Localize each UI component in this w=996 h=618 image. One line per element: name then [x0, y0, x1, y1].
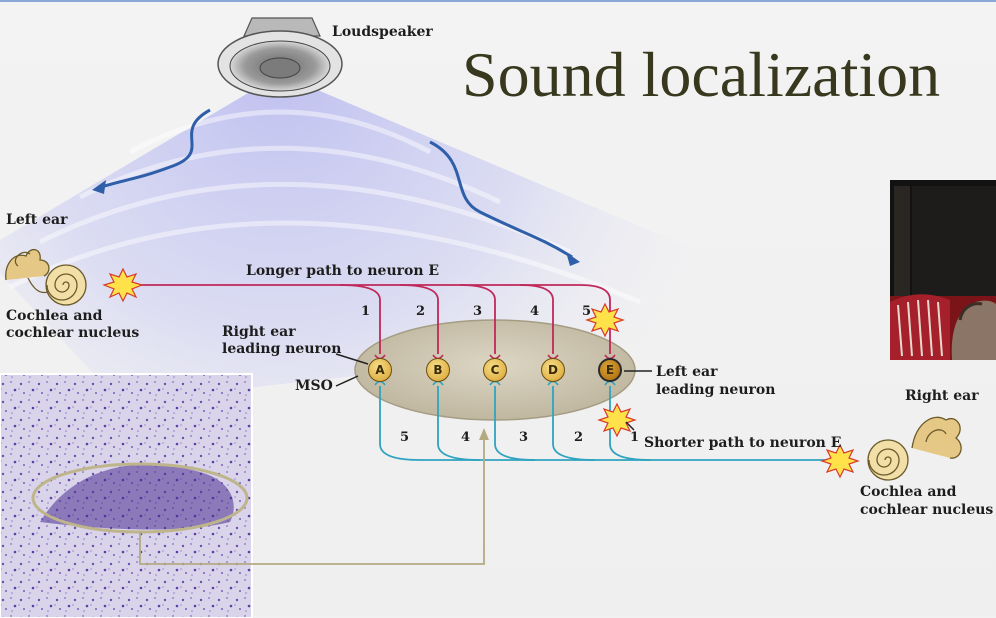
right-leading-label-line1: Right ear [222, 324, 296, 340]
neuron-d: D [541, 358, 565, 382]
right-cochlea-label-line2: cochlear nucleus [860, 502, 994, 518]
neuron-a: A [368, 358, 392, 382]
right-ear-pathway [379, 386, 830, 461]
right-path-number: 1 [630, 430, 640, 445]
micrograph-connector [139, 436, 485, 565]
left-path-number: 3 [473, 304, 483, 319]
mso-label: MSO [295, 378, 333, 394]
left-ear-pathway [138, 284, 611, 354]
burst-neuron-e-top [585, 302, 625, 338]
right-ear-label: Right ear [905, 388, 979, 404]
neuron-c: C [483, 358, 507, 382]
slide-title: Sound localization [462, 39, 941, 110]
right-ear-icon [867, 416, 962, 481]
neuron-e: E [598, 358, 622, 382]
longer-path-label: Longer path to neuron E [246, 263, 440, 279]
left-path-number: 2 [416, 304, 426, 319]
webcam-video [890, 180, 996, 360]
left-ear-label: Left ear [6, 212, 68, 228]
mso-micrograph [0, 373, 253, 618]
sound-arrows [97, 108, 573, 259]
left-path-number: 1 [361, 304, 371, 319]
webcam-scene [890, 180, 996, 360]
sound-arrow-head-right [566, 252, 580, 266]
burst-right-ear [820, 443, 860, 479]
left-path-number: 5 [582, 304, 592, 319]
micrograph-connector-arrow [479, 428, 489, 440]
sound-arrow-head-left [92, 180, 106, 194]
burst-left-ear [102, 267, 144, 303]
burst-neuron-e-bottom [597, 402, 637, 438]
left-leading-label-line2: leading neuron [656, 382, 776, 398]
loudspeaker-icon [217, 17, 343, 98]
loudspeaker-label: Loudspeaker [332, 24, 433, 40]
right-path-number: 5 [400, 430, 410, 445]
left-ear-icon [5, 249, 87, 306]
left-path-number: 4 [530, 304, 540, 319]
right-cochlea-label-line1: Cochlea and [860, 484, 957, 500]
right-leading-label-line2: leading neuron [222, 341, 342, 357]
sound-wave-bands [8, 109, 641, 305]
neuron-b: B [426, 358, 450, 382]
left-cochlea-label-line2: cochlear nucleus [6, 325, 140, 341]
left-cochlea-label-line1: Cochlea and [6, 308, 103, 324]
right-path-number: 3 [519, 430, 529, 445]
right-path-number: 4 [461, 430, 471, 445]
label-pointers [335, 353, 652, 431]
right-path-number: 2 [574, 430, 584, 445]
left-leading-label-line1: Left ear [656, 364, 718, 380]
shorter-path-label: Shorter path to neuron E [644, 435, 842, 451]
